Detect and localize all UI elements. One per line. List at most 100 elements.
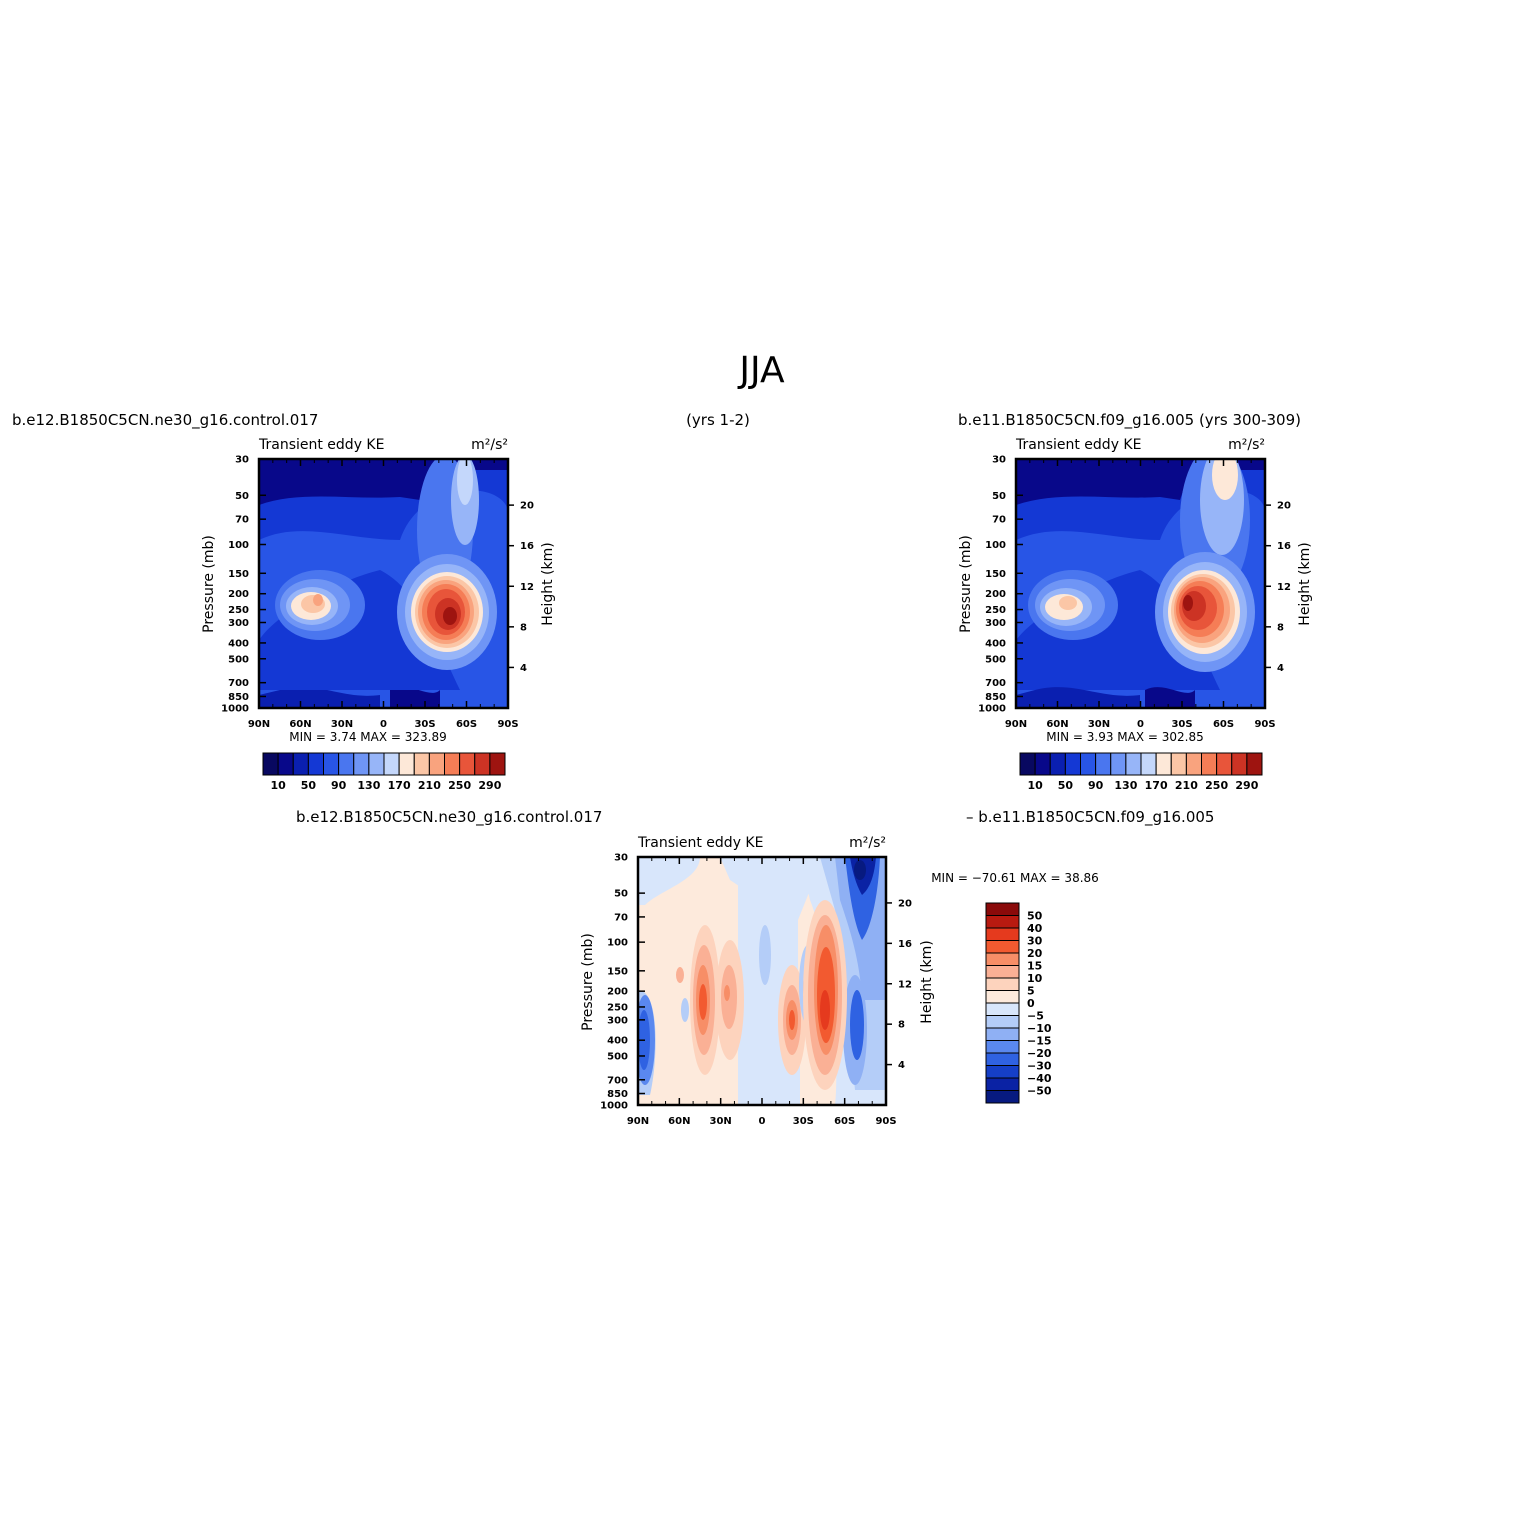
colorbar-box <box>985 1065 1020 1079</box>
panel-case1: Transient eddy KE m²/s² Pressure (mb) He… <box>201 437 556 792</box>
y-tick-label: 200 <box>985 589 1006 600</box>
y-tick-label: 850 <box>985 692 1006 703</box>
units-label-case1: m²/s² <box>471 437 508 453</box>
axes-case1: 90N 60N 30N 0 30S 60S 90S 30 50 70 100 150 200 250 300… <box>221 455 534 731</box>
y-right-tick-label: 20 <box>520 501 534 512</box>
colorbar-box <box>1185 752 1202 776</box>
y-axis-title-case2: Pressure (mb) <box>958 535 974 633</box>
colorbar-label: −10 <box>1027 1022 1052 1035</box>
diff-header-right: – b.e11.B1850C5CN.f09_g16.005 <box>966 808 1214 827</box>
y-tick-label: 50 <box>614 889 628 900</box>
y-tick-label: 250 <box>985 605 1006 616</box>
y-axis-title-difference: Pressure (mb) <box>580 933 596 1031</box>
x-tick-label: 60S <box>1213 719 1234 730</box>
colorbar-box <box>1095 752 1112 776</box>
x-tick-label: 30N <box>710 1116 732 1127</box>
x-tick-label: 30S <box>793 1116 814 1127</box>
y-tick-label: 70 <box>235 515 249 526</box>
colorbar-box <box>985 1015 1020 1029</box>
colorbar-box <box>1110 752 1127 776</box>
contour-field-difference <box>638 857 886 1105</box>
colorbar-label: 15 <box>1027 960 1042 973</box>
y-tick-label: 200 <box>228 589 249 600</box>
colorbar-label: −20 <box>1027 1047 1052 1060</box>
x-tick-label: 90N <box>1005 719 1027 730</box>
colorbar-box <box>1201 752 1218 776</box>
y-right-tick-label: 12 <box>898 979 912 990</box>
y-tick-label: 70 <box>614 912 628 923</box>
contour-field-case1 <box>259 459 508 708</box>
y-tick-label: 500 <box>985 654 1006 665</box>
x-tick-label: 60N <box>289 719 311 730</box>
colorbar-label: 50 <box>1027 910 1043 923</box>
colorbar-box <box>985 940 1020 954</box>
center-header: (yrs 1-2) <box>686 411 750 429</box>
y-tick-label: 1000 <box>221 704 249 715</box>
y-right-title-case1: Height (km) <box>540 542 556 625</box>
colorbar-box <box>985 1040 1020 1054</box>
colorbar-label: 170 <box>1145 779 1168 792</box>
colorbar-box <box>368 752 385 776</box>
minmax-difference: MIN = −70.61 MAX = 38.86 <box>931 871 1099 885</box>
colorbar-box <box>985 915 1020 929</box>
colorbar-label: −15 <box>1027 1035 1052 1048</box>
y-right-tick-label: 20 <box>1277 501 1291 512</box>
x-tick-label: 60N <box>668 1116 690 1127</box>
colorbar-label: −40 <box>1027 1072 1052 1085</box>
colorbar-label: 210 <box>418 779 441 792</box>
x-tick-label: 0 <box>380 719 387 730</box>
y-tick-label: 150 <box>985 569 1006 580</box>
colorbar-label: 170 <box>388 779 411 792</box>
colorbar-box <box>353 752 370 776</box>
colorbar-box <box>1034 752 1051 776</box>
colorbar-box <box>262 752 279 776</box>
y-tick-label: 100 <box>228 540 249 551</box>
y-tick-label: 250 <box>228 605 249 616</box>
colorbar-label: 250 <box>448 779 471 792</box>
colorbar-label: 5 <box>1027 985 1035 998</box>
panel-label-case1: Transient eddy KE <box>258 437 384 453</box>
y-right-tick-label: 16 <box>520 541 534 552</box>
x-tick-label: 30S <box>414 719 435 730</box>
colorbar-box <box>1049 752 1066 776</box>
colorbar-case1: 10 50 90 130 170 210 250 290 <box>262 752 506 792</box>
x-tick-label: 90S <box>1254 719 1275 730</box>
colorbar-label: 250 <box>1205 779 1228 792</box>
colorbar-box <box>985 977 1020 991</box>
colorbar-box <box>383 752 400 776</box>
colorbar-label: 50 <box>1058 779 1074 792</box>
figure-title: JJA <box>737 350 785 391</box>
colorbar-box <box>1125 752 1142 776</box>
colorbar-label: 10 <box>1027 972 1043 985</box>
y-right-tick-label: 8 <box>1277 622 1284 633</box>
y-axis-title-case1: Pressure (mb) <box>201 535 217 633</box>
panel-difference: Transient eddy KE m²/s² Pressure (mb) He… <box>580 835 1099 1127</box>
colorbar-label: 10 <box>1027 779 1043 792</box>
y-tick-label: 400 <box>985 638 1006 649</box>
x-tick-label: 30N <box>1088 719 1110 730</box>
y-tick-label: 700 <box>228 678 249 689</box>
y-right-tick-label: 12 <box>520 582 534 593</box>
colorbar-box <box>413 752 430 776</box>
colorbar-label: −30 <box>1027 1060 1052 1073</box>
minmax-case2: MIN = 3.93 MAX = 302.85 <box>1046 730 1204 744</box>
y-tick-label: 300 <box>985 618 1006 629</box>
y-tick-label: 400 <box>607 1036 628 1047</box>
x-tick-label: 30S <box>1171 719 1192 730</box>
colorbar-label: 290 <box>1235 779 1258 792</box>
colorbar-box <box>1140 752 1157 776</box>
x-tick-label: 60N <box>1046 719 1068 730</box>
colorbar-label: 210 <box>1175 779 1198 792</box>
colorbar-box <box>307 752 324 776</box>
y-tick-label: 850 <box>607 1089 628 1100</box>
colorbar-box <box>1231 752 1248 776</box>
y-right-tick-label: 8 <box>898 1020 905 1031</box>
colorbar-box <box>1019 752 1036 776</box>
colorbar-label: 0 <box>1027 997 1035 1010</box>
panel-label-case2: Transient eddy KE <box>1015 437 1141 453</box>
minmax-case1: MIN = 3.74 MAX = 323.89 <box>289 730 447 744</box>
colorbar-box <box>985 902 1020 916</box>
axes-difference: 90N 60N 30N 0 30S 60S 90S 30 50 70 100 150 200 250 300… <box>600 853 912 1128</box>
